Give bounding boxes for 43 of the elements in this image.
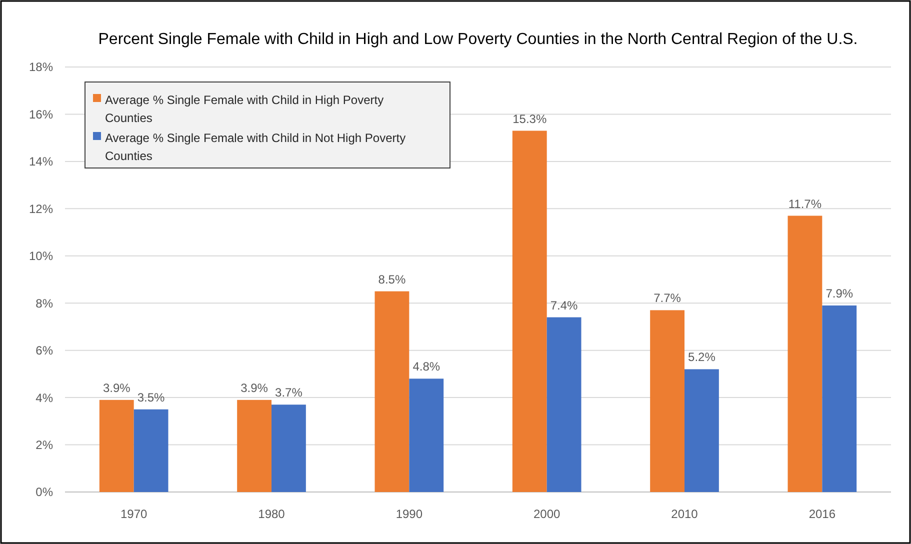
bar [374,291,410,492]
data-label: 8.5% [378,272,406,286]
bar [650,310,684,492]
data-label: 11.7% [788,196,822,211]
data-label: 4.8% [412,360,440,374]
x-tick-label: 2010 [671,507,698,521]
y-tick-label: 12% [28,202,54,216]
y-tick-label: 16% [28,107,54,122]
bar [237,400,272,492]
bar [546,317,582,492]
y-tick-label: 18% [28,60,54,74]
y-tick-label: 0% [36,485,54,500]
bar [684,369,719,492]
legend-label: Average % Single Female with Child in Not High Poverty Counties [105,131,406,164]
bar [788,216,822,492]
x-tick-label: 1990 [396,507,423,521]
y-tick-label: 8% [36,296,54,310]
y-tick-label: 10% [28,249,54,264]
data-label: 3.5% [137,390,166,404]
y-tick-label: 2% [36,438,54,452]
legend-label: Average % Single Female with Child in High Poverty Counties [105,93,384,126]
x-tick-label: 1980 [258,507,286,521]
data-label: 15.3% [512,112,547,126]
x-tick-label: 2000 [533,507,561,521]
data-label: 3.9% [102,380,131,395]
data-label: 3.9% [240,380,268,395]
x-tick-label: 1970 [120,507,148,521]
bar [134,409,168,492]
data-label: 7.7% [654,291,682,306]
data-label: 7.4% [550,298,578,312]
y-tick-label: 14% [28,154,54,169]
bar [822,305,857,492]
bar [409,378,444,492]
y-tick-label: 4% [36,390,54,405]
y-tick-label: 6% [36,344,54,358]
data-label: 3.7% [275,386,303,400]
bar [99,400,134,492]
data-label: 5.2% [688,350,716,364]
chart-title: Percent Single Female with Child in High and Low Poverty Counties in the North Central Region of the U.S. [98,31,858,48]
x-tick-label: 2016 [808,507,836,521]
data-label: 7.9% [826,286,854,300]
bar [512,130,547,492]
bar [272,404,306,492]
